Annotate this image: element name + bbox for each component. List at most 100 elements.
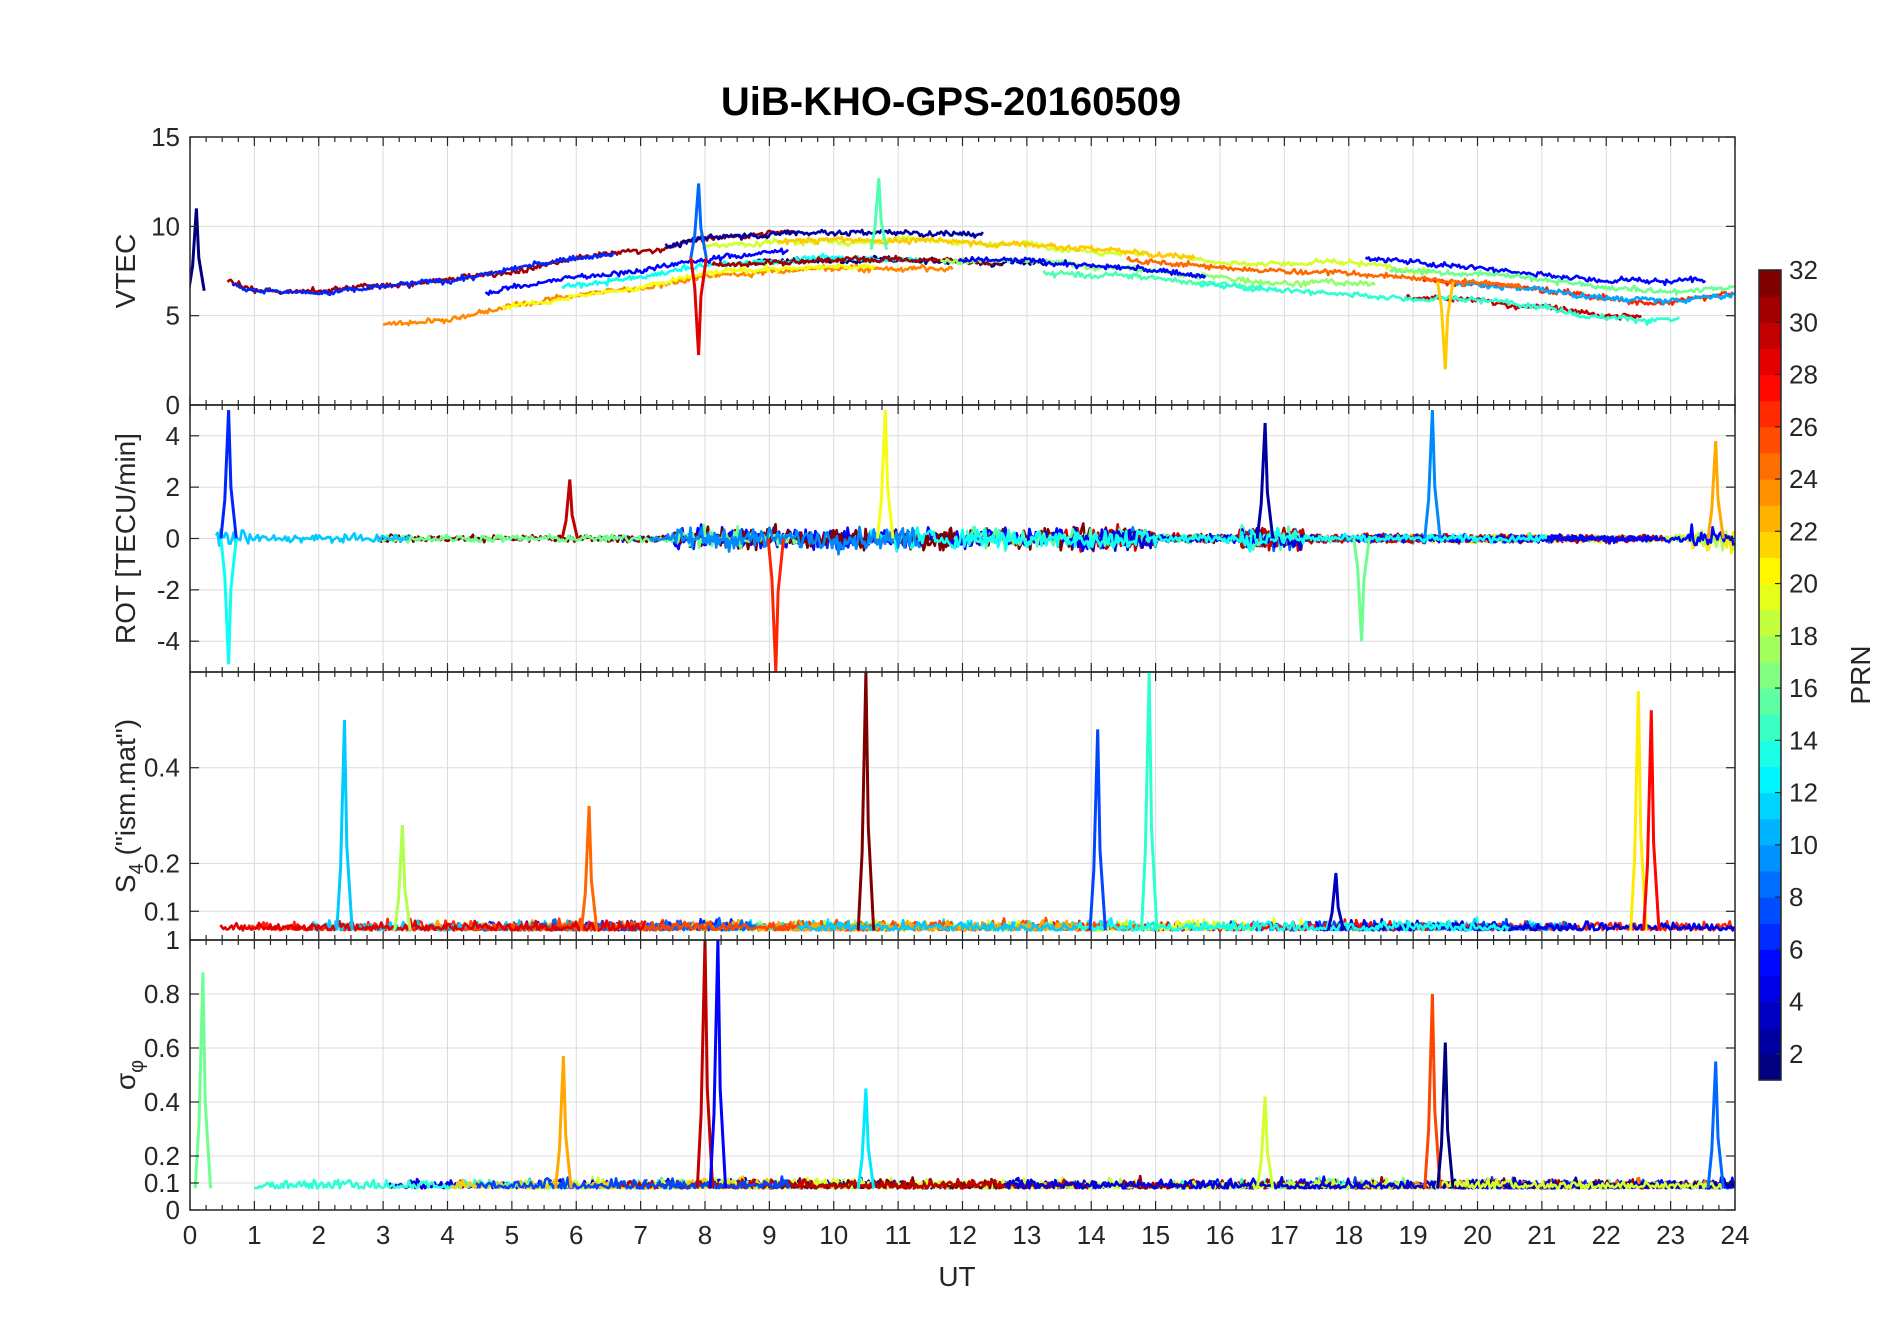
colorbar-tick-label: 10	[1789, 830, 1818, 860]
series-line-prn	[1003, 1177, 1437, 1190]
y-tick-label: 5	[166, 301, 180, 331]
x-tick-label: 20	[1463, 1220, 1492, 1250]
series-line-prn	[1175, 253, 1434, 276]
x-tick-label: 14	[1077, 1220, 1106, 1250]
spike	[876, 410, 895, 539]
y-tick-label: 0.8	[144, 979, 180, 1009]
spike	[1423, 410, 1442, 539]
y-axis-label-s4: S4 ("ism.mat")	[110, 719, 148, 893]
series-line-prn	[711, 254, 1002, 268]
spike	[869, 177, 888, 250]
spike	[695, 940, 715, 1189]
panel-rot: -4 -2 0 2 4 ROT [TECU/min]	[110, 404, 1736, 673]
chart-title: UiB-KHO-GPS-20160509	[721, 80, 1181, 124]
colorbar-segment	[1759, 270, 1781, 297]
colorbar-tick-label: 14	[1789, 725, 1818, 755]
spike	[856, 672, 876, 931]
panel-sigma_phi: 00.10.2 0.4 0.6 0.8 1 σφ	[110, 925, 1736, 1225]
colorbar-tick-label: 16	[1789, 673, 1818, 703]
x-tick-label: 3	[376, 1220, 390, 1250]
colorbar-tick-label: 32	[1789, 255, 1818, 285]
spike	[689, 257, 708, 356]
colorbar-segment	[1759, 635, 1781, 663]
y-axis-label-rot: ROT [TECU/min]	[110, 433, 141, 644]
spike	[190, 208, 206, 291]
x-axis-label: UT	[938, 1261, 975, 1292]
series-line-prn	[649, 525, 922, 556]
spike	[1326, 872, 1346, 931]
y-tick-label: 0.6	[144, 1033, 180, 1063]
colorbar-frame	[1758, 269, 1782, 1081]
x-tick-label: 11	[885, 1220, 912, 1250]
colorbar-segment	[1759, 296, 1781, 323]
colorbar-segment	[1759, 923, 1781, 950]
colorbar-segment	[1759, 322, 1781, 349]
spike	[708, 940, 728, 1189]
colorbar-segment	[1759, 1053, 1781, 1081]
y-tick-label: -4	[157, 626, 180, 656]
colorbar-segment	[1759, 844, 1781, 872]
y-tick-label: 0.2	[144, 1141, 180, 1171]
spike	[1255, 1096, 1275, 1189]
series-line-prn	[231, 251, 616, 297]
series-line-prn	[1364, 256, 1707, 287]
series-line-prn	[796, 918, 1079, 932]
series-line-prn	[1314, 917, 1735, 932]
x-tick-label: 9	[762, 1220, 776, 1250]
colorbar-segment	[1759, 1027, 1781, 1055]
x-tick-label: 1	[247, 1220, 261, 1250]
y-tick-label: 0.1	[144, 1168, 180, 1198]
colorbar-segment	[1759, 870, 1781, 898]
x-tick-label: 15	[1141, 1220, 1170, 1250]
x-tick-label: 4	[440, 1220, 454, 1250]
colorbar-tick-label: 12	[1789, 778, 1818, 808]
colorbar-segment	[1759, 557, 1781, 585]
y-tick-label: 0	[166, 390, 180, 420]
y-tick-label: 0	[166, 524, 180, 554]
colorbar-tick-label: 6	[1789, 934, 1803, 964]
series-sigma_phi	[193, 940, 1735, 1190]
spike	[1088, 729, 1107, 931]
y-tick-label: 0.4	[144, 1087, 180, 1117]
spike	[1140, 672, 1159, 931]
colorbar-tick-label: 28	[1789, 360, 1818, 390]
colorbar-segment	[1759, 426, 1781, 454]
spike	[335, 719, 354, 931]
series-line-prn	[776, 235, 1196, 261]
colorbar-label: PRN	[1845, 645, 1876, 704]
series-line-prn	[664, 228, 984, 249]
spike	[579, 805, 599, 931]
ticks-sigma_phi	[189, 939, 1736, 1211]
series-line-prn	[1389, 266, 1735, 296]
grid-s4	[189, 672, 1736, 940]
spike	[560, 479, 579, 539]
spike	[219, 538, 238, 665]
x-tick-label: 24	[1721, 1220, 1750, 1250]
x-tick-label: 21	[1527, 1220, 1556, 1250]
spike	[1436, 281, 1455, 370]
x-tick-label: 17	[1270, 1220, 1299, 1250]
y-tick-label: 0	[166, 1195, 180, 1225]
colorbar-tick-label: 2	[1789, 1039, 1803, 1069]
colorbar-segment	[1759, 714, 1781, 741]
colorbar-segment	[1759, 1001, 1781, 1029]
y-axis-label-sigma_phi: σφ	[110, 1060, 148, 1090]
x-tick-label: 7	[633, 1220, 647, 1250]
colorbar-segment	[1759, 452, 1781, 480]
series-line-prn	[1125, 255, 1524, 290]
spike	[393, 825, 412, 931]
x-tick-label: 10	[819, 1220, 848, 1250]
series-line-prn	[501, 262, 876, 310]
x-tick-label: 8	[698, 1220, 712, 1250]
y-tick-label: -2	[157, 575, 180, 605]
spike	[1706, 440, 1725, 539]
colorbar-segment	[1759, 348, 1781, 376]
series-line-prn	[214, 528, 411, 547]
series-s4	[219, 672, 1735, 932]
spike	[219, 410, 238, 539]
colorbar-segment	[1759, 374, 1781, 402]
colorbar-segment	[1759, 949, 1781, 977]
spike	[1352, 538, 1371, 642]
